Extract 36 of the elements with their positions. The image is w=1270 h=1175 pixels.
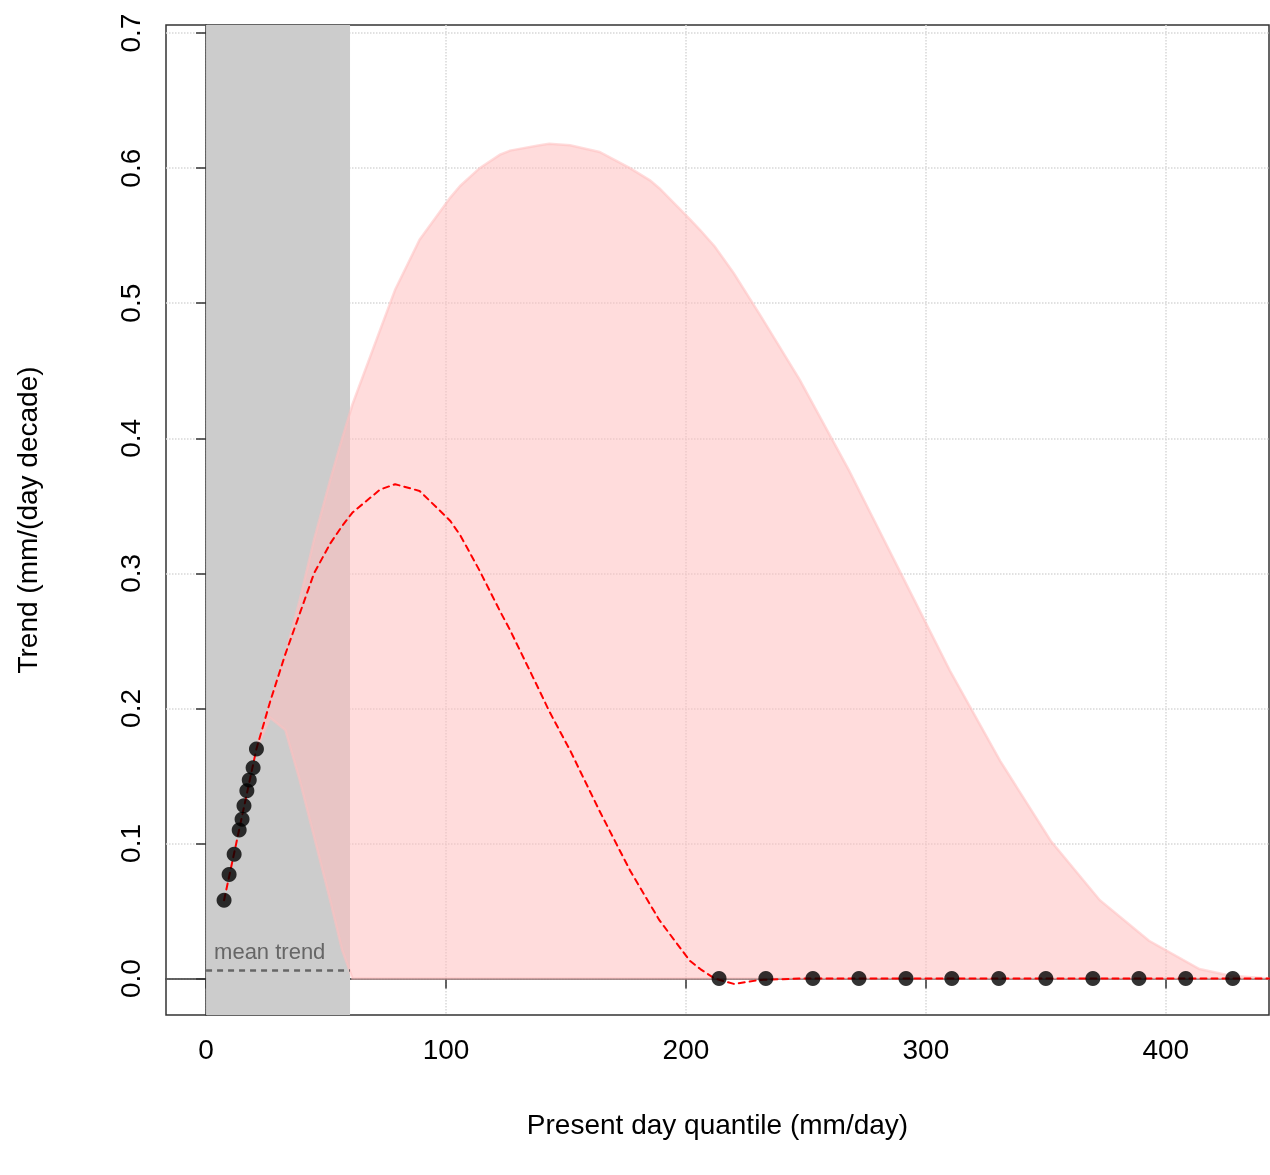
point (1038, 971, 1054, 987)
ref-line-label: mean trend (214, 938, 326, 964)
point (236, 798, 252, 814)
point (216, 892, 232, 908)
y-axis-title: Trend (mm/(day decade) (11, 366, 43, 674)
x-tick-label: 0 (198, 1033, 214, 1065)
x-tick-label: 100 (422, 1033, 470, 1065)
x-tick-label: 200 (662, 1033, 710, 1065)
x-axis-title: Present day quantile (mm/day) (526, 1108, 909, 1140)
point (805, 971, 821, 987)
point (944, 971, 960, 987)
point (711, 971, 727, 987)
x-tick-label: 300 (902, 1033, 950, 1065)
point (851, 971, 867, 987)
point (1085, 971, 1101, 987)
point (248, 741, 264, 757)
point (234, 811, 250, 827)
x-tick-label: 400 (1142, 1033, 1190, 1065)
y-tick-label: 0.0 (114, 959, 146, 998)
point (991, 971, 1007, 987)
y-tick-label: 0.5 (114, 283, 146, 323)
point (898, 971, 914, 987)
point (1178, 971, 1194, 987)
point (1131, 971, 1147, 987)
y-tick-label: 0.6 (114, 148, 146, 188)
point (1225, 971, 1241, 987)
y-tick-label: 0.4 (114, 418, 146, 458)
y-tick-label: 0.1 (114, 824, 146, 863)
point (758, 971, 774, 987)
point (245, 760, 261, 776)
point (241, 772, 257, 788)
y-tick-label: 0.3 (114, 553, 146, 593)
point (221, 867, 237, 883)
point (226, 846, 242, 862)
y-tick-label: 0.2 (114, 688, 146, 728)
y-tick-label: 0.7 (114, 13, 146, 53)
